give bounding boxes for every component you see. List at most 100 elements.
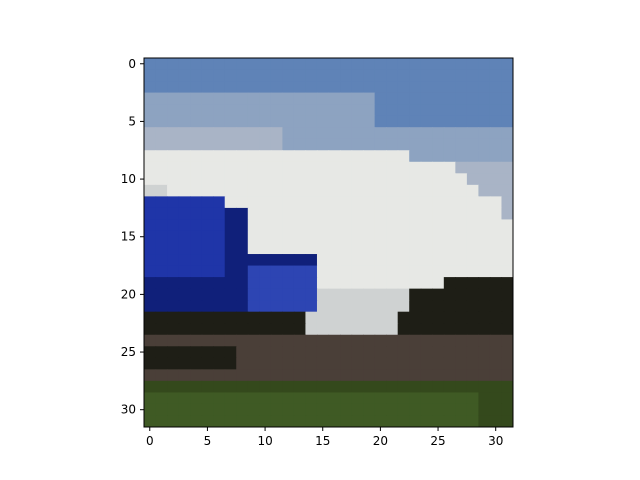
pixel-cell xyxy=(270,334,283,347)
pixel-cell xyxy=(478,311,491,324)
pixel-cell xyxy=(386,357,399,370)
pixel-cell xyxy=(328,196,341,209)
pixel-cell xyxy=(409,346,422,359)
pixel-cell xyxy=(340,392,353,405)
pixel-cell xyxy=(316,219,330,232)
pixel-cell xyxy=(478,277,491,290)
pixel-cell xyxy=(201,265,214,278)
y-tick-label: 30 xyxy=(121,403,136,417)
pixel-cell xyxy=(167,254,180,267)
pixel-cell xyxy=(224,357,237,370)
pixel-cell xyxy=(351,311,364,324)
pixel-cell xyxy=(489,415,503,427)
pixel-cell xyxy=(397,127,410,140)
pixel-cell xyxy=(201,207,214,221)
pixel-cell xyxy=(455,219,468,232)
pixel-cell xyxy=(466,92,480,105)
pixel-cell xyxy=(489,277,503,290)
pixel-cell xyxy=(420,288,433,301)
pixel-cell xyxy=(270,277,283,290)
pixel-cell xyxy=(386,138,399,151)
pixel-cell xyxy=(305,300,318,313)
pixel-cell xyxy=(305,415,318,427)
pixel-cell xyxy=(432,403,445,417)
pixel-cell xyxy=(420,380,433,394)
pixel-cell xyxy=(259,277,272,290)
pixel-cell xyxy=(144,161,157,174)
pixel-cell xyxy=(259,380,272,394)
pixel-cell xyxy=(201,357,214,370)
pixel-cell xyxy=(316,207,330,221)
pixel-cell xyxy=(155,92,168,105)
pixel-cell xyxy=(328,81,341,94)
pixel-cell xyxy=(340,403,353,417)
pixel-cell xyxy=(340,380,353,394)
pixel-cell xyxy=(455,127,468,140)
pixel-cell xyxy=(386,380,399,394)
pixel-cell xyxy=(201,254,214,267)
pixel-cell xyxy=(374,415,387,427)
pixel-cell xyxy=(328,403,341,417)
pixel-cell xyxy=(293,81,307,94)
pixel-cell xyxy=(397,81,410,94)
pixel-cell xyxy=(144,334,157,347)
pixel-cell xyxy=(489,392,503,405)
y-tick-label: 25 xyxy=(121,345,136,359)
pixel-cell xyxy=(363,265,376,278)
pixel-cell xyxy=(305,138,318,151)
pixel-cell xyxy=(293,288,307,301)
pixel-cell xyxy=(501,104,513,117)
pixel-cell xyxy=(213,415,226,427)
pixel-cell xyxy=(443,380,456,394)
pixel-cell xyxy=(478,219,491,232)
pixel-cell xyxy=(167,230,180,244)
pixel-cell xyxy=(351,173,364,186)
pixel-cell xyxy=(259,115,272,128)
pixel-cell xyxy=(363,184,376,197)
pixel-cell xyxy=(501,115,513,128)
y-tick-label: 15 xyxy=(121,230,136,244)
pixel-cell xyxy=(386,254,399,267)
pixel-cell xyxy=(178,403,191,417)
pixel-cell xyxy=(340,369,353,382)
x-tick-label: 20 xyxy=(373,434,388,448)
pixel-cell xyxy=(282,334,295,347)
pixel-cell xyxy=(293,69,307,82)
pixel-cell xyxy=(478,173,491,186)
x-tick-label: 30 xyxy=(488,434,503,448)
pixel-cell xyxy=(397,369,410,382)
pixel-cell xyxy=(282,323,295,336)
pixel-cell xyxy=(397,288,410,301)
pixel-cell xyxy=(178,184,191,197)
pixel-cell xyxy=(351,184,364,197)
pixel-cell xyxy=(455,81,468,94)
pixel-cell xyxy=(213,277,226,290)
pixel-cell xyxy=(259,219,272,232)
pixel-cell xyxy=(190,323,203,336)
pixel-cell xyxy=(397,300,410,313)
pixel-cell xyxy=(293,311,307,324)
pixel-cell xyxy=(155,288,168,301)
pixel-cell xyxy=(155,69,168,82)
pixel-cell xyxy=(190,357,203,370)
pixel-cell xyxy=(489,242,503,255)
pixel-cell xyxy=(478,115,491,128)
pixel-cell xyxy=(328,415,341,427)
pixel-cell xyxy=(340,415,353,427)
pixel-cell xyxy=(409,92,422,105)
pixel-cell xyxy=(190,150,203,163)
pixel-cell xyxy=(340,115,353,128)
pixel-cell xyxy=(144,138,157,151)
pixel-cell xyxy=(201,115,214,128)
pixel-cell xyxy=(155,230,168,244)
pixel-cell xyxy=(501,138,513,151)
pixel-cell xyxy=(466,138,480,151)
pixel-cell xyxy=(420,242,433,255)
pixel-cell xyxy=(316,115,330,128)
pixel-cell xyxy=(190,219,203,232)
pixel-cell xyxy=(167,196,180,209)
pixel-cell xyxy=(259,357,272,370)
pixel-cell xyxy=(270,219,283,232)
pixel-cell xyxy=(247,184,260,197)
pixel-cell xyxy=(213,300,226,313)
